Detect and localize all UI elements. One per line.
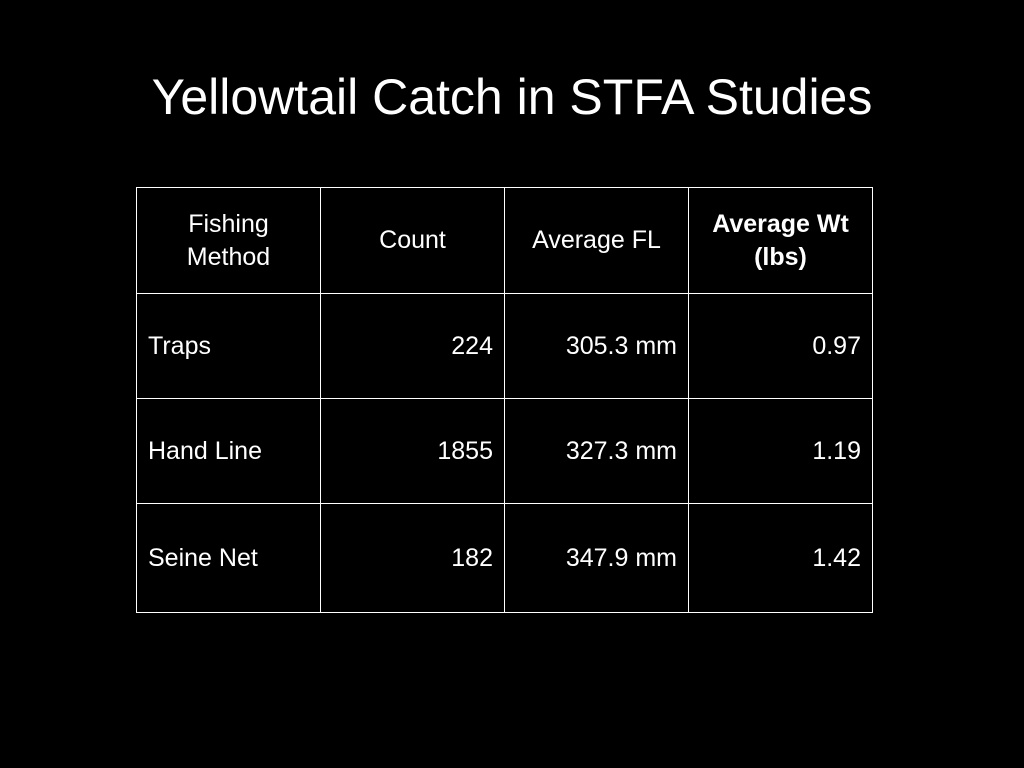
- table-cell: Seine Net: [136, 503, 321, 613]
- table-cell: Traps: [136, 293, 321, 399]
- header-cell: Average FL: [504, 187, 689, 294]
- table-cell: 1855: [320, 398, 505, 504]
- slide-title: Yellowtail Catch in STFA Studies: [151, 69, 873, 125]
- table-row: Traps 224 305.3 mm 0.97: [136, 293, 873, 399]
- table-row: Seine Net 182 347.9 mm 1.42: [136, 503, 873, 613]
- table-cell: 1.42: [688, 503, 873, 613]
- header-cell: Count: [320, 187, 505, 294]
- table-cell: 327.3 mm: [504, 398, 689, 504]
- table-cell: 0.97: [688, 293, 873, 399]
- table-cell: 1.19: [688, 398, 873, 504]
- header-cell: Fishing Method: [136, 187, 321, 294]
- table-cell: Hand Line: [136, 398, 321, 504]
- table-cell: 182: [320, 503, 505, 613]
- table-cell: 305.3 mm: [504, 293, 689, 399]
- table-cell: 224: [320, 293, 505, 399]
- table-row: Hand Line 1855 327.3 mm 1.19: [136, 398, 873, 504]
- header-cell: Average Wt (lbs): [688, 187, 873, 294]
- header-row: Fishing Method Count Average FL Average Wt …: [136, 187, 873, 294]
- data-table: Fishing Method Count Average FL Average Wt …: [136, 187, 873, 613]
- table-cell: 347.9 mm: [504, 503, 689, 613]
